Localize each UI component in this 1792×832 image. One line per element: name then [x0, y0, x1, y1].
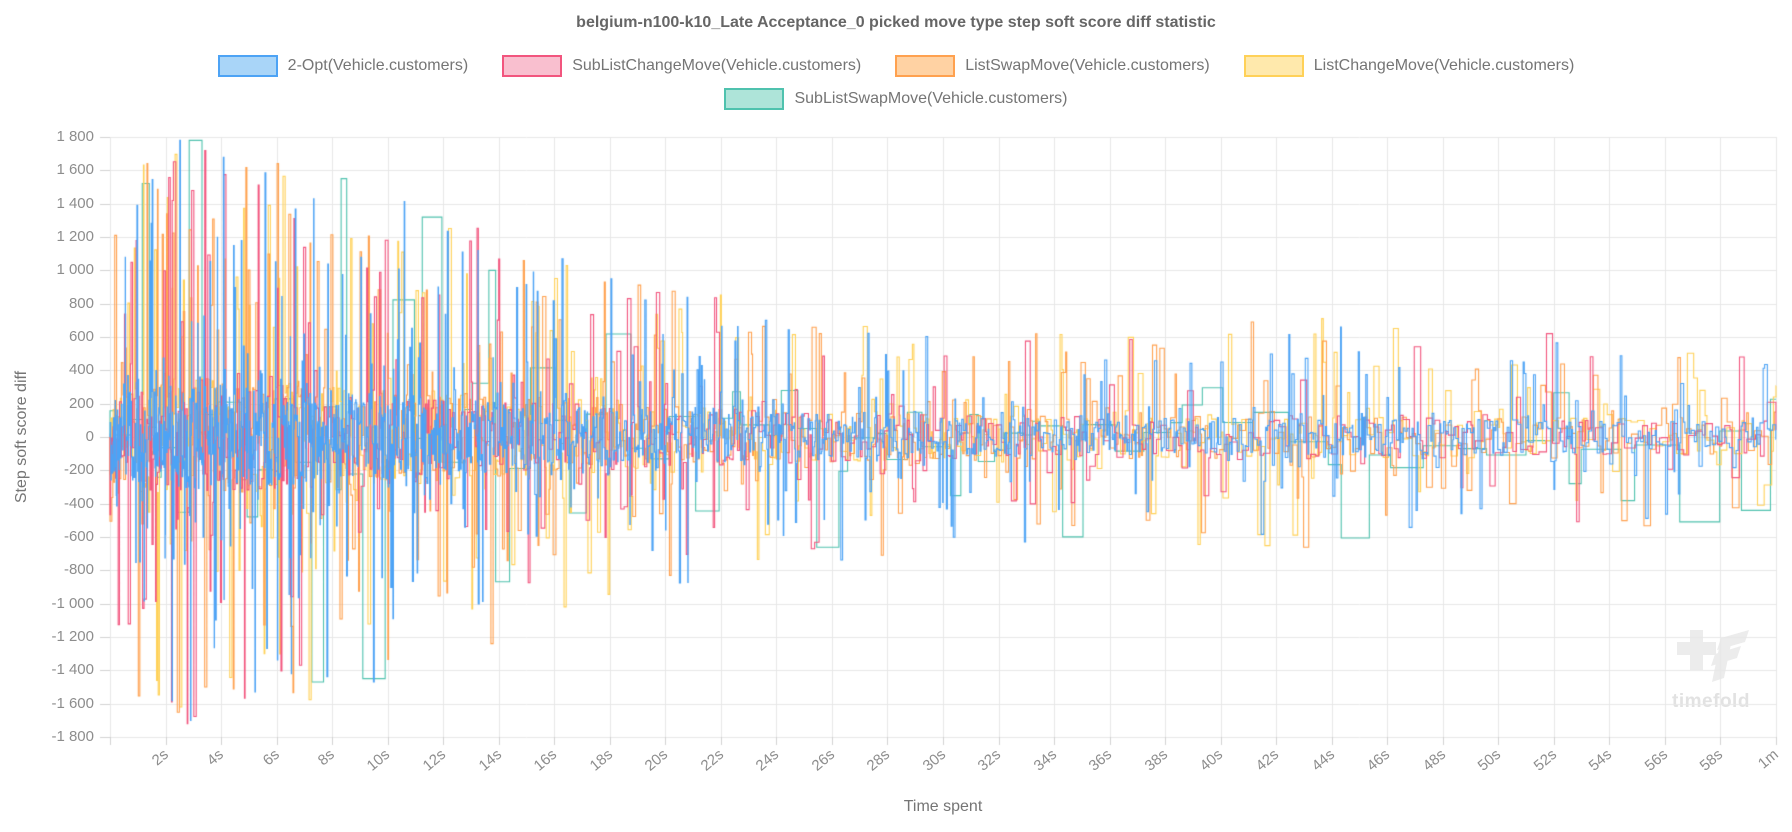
y-tick-label: 1 800	[56, 128, 94, 145]
legend-item-2[interactable]: ListSwapMove(Vehicle.customers)	[895, 55, 1210, 77]
y-tick-label: -1 200	[51, 628, 94, 645]
y-tick-label: 800	[68, 294, 94, 312]
y-tick-label: 1 200	[56, 228, 94, 245]
y-tick-label: -1 800	[51, 728, 94, 745]
y-tick-label: 1 600	[56, 161, 94, 179]
y-tick-label: 1 400	[56, 194, 94, 212]
legend-item-1[interactable]: SubListChangeMove(Vehicle.customers)	[502, 55, 861, 77]
y-tick-label: 600	[68, 328, 94, 345]
y-tick-label: 1 000	[56, 261, 94, 279]
legend-swatch-icon	[895, 55, 956, 77]
y-tick-label: 0	[85, 428, 94, 445]
legend-swatch-icon	[502, 55, 563, 77]
y-tick-label: -600	[63, 528, 94, 545]
y-tick-label: -400	[63, 494, 94, 512]
y-tick-label: -1 000	[51, 594, 94, 612]
y-tick-label: 200	[68, 394, 94, 412]
legend-label: ListSwapMove(Vehicle.customers)	[965, 57, 1210, 74]
legend-label: SubListSwapMove(Vehicle.customers)	[794, 90, 1068, 107]
legend-item-4[interactable]: SubListSwapMove(Vehicle.customers)	[724, 88, 1068, 110]
legend-swatch-icon	[217, 55, 278, 77]
legend-swatch-icon	[1243, 55, 1304, 77]
legend-item-3[interactable]: ListChangeMove(Vehicle.customers)	[1243, 55, 1575, 77]
y-tick-label: -200	[63, 461, 94, 479]
legend-label: SubListChangeMove(Vehicle.customers)	[572, 57, 862, 74]
y-tick-label: -800	[63, 561, 94, 579]
legend-label: 2-Opt(Vehicle.customers)	[287, 57, 469, 74]
y-tick-label: -1 400	[51, 661, 94, 679]
legend-label: ListChangeMove(Vehicle.customers)	[1313, 57, 1575, 74]
legend: 2-Opt(Vehicle.customers) SubListChangeMov…	[116, 55, 1676, 110]
legend-item-0[interactable]: 2-Opt(Vehicle.customers)	[217, 55, 469, 77]
y-tick-label: 400	[68, 361, 94, 379]
legend-swatch-icon	[724, 88, 785, 110]
y-tick-label: -1 600	[51, 694, 94, 712]
chart-title: belgium-n100-k10_Late Acceptance_0 picke…	[576, 14, 1216, 31]
x-axis-title: Time spent	[903, 798, 983, 815]
